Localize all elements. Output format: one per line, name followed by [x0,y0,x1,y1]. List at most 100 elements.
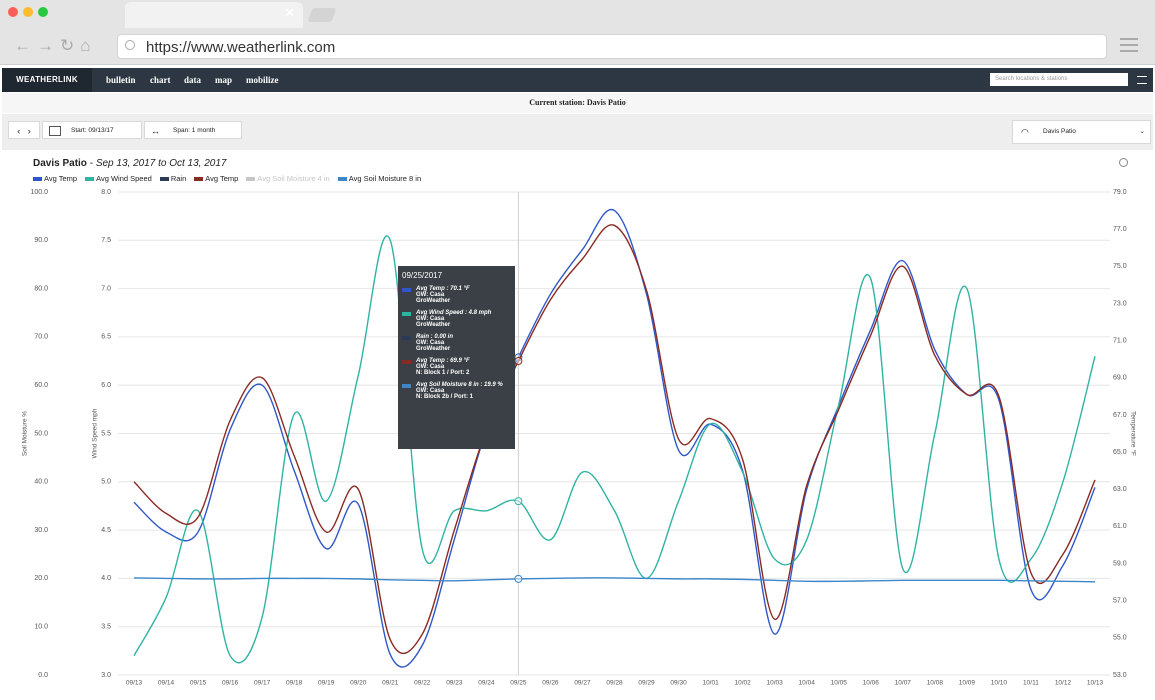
tooltip-swatch [402,360,411,364]
start-picker[interactable]: Start: 09/13/17 [42,121,142,139]
menu-icon[interactable] [1120,38,1138,52]
minimize-button[interactable] [23,7,33,17]
legend-label: Avg Wind Speed [96,174,152,183]
start-label: Start: 09/13/17 [71,127,114,134]
y-tick-label: 57.0 [1113,598,1127,605]
x-tick-label: 09/22 [414,680,431,687]
y-tick-label: 80.0 [34,285,48,292]
wifi-icon: ◠ [1021,127,1029,137]
tooltip-swatch [402,288,411,292]
x-tick-label: 09/16 [222,680,239,687]
tooltip-detail: GW: Casa [416,340,445,346]
y-tick-label: 53.0 [1113,672,1127,679]
y-tick-label: 6.5 [101,334,111,341]
nav-link[interactable]: mobilize [246,75,279,85]
tooltip-text: Avg Temp : 70.1 °F GW: Casa GroWeather [416,286,470,304]
x-tick-label: 09/17 [254,680,271,687]
x-tick-label: 10/11 [1023,680,1039,687]
tooltip-label: Avg Temp : 70.1 °F [416,286,470,292]
y-tick-label: 59.0 [1113,560,1127,567]
x-tick-label: 10/03 [767,680,784,687]
series-line [133,208,1096,668]
legend-swatch [194,177,204,182]
station-label: Davis Patio [1043,128,1076,135]
y-tick-label: 65.0 [1113,449,1127,456]
nav-link[interactable]: chart [150,75,171,85]
y-tick-label: 7.0 [101,285,111,292]
legend: Avg Temp Avg Wind Speed Rain Avg Temp Avg So… [33,174,421,183]
y-tick-label: 7.5 [101,237,111,244]
legend-swatch [85,177,95,182]
tooltip-swatch [402,312,411,316]
controls: ‹ › Start: 09/13/17 Span: 1 month ↔ Davis… [2,114,1153,150]
x-tick-label: 10/13 [1087,680,1104,687]
chart-card [10,151,1145,693]
x-tick-label: 10/08 [927,680,944,687]
tooltip-item: Avg Temp : 70.1 °F GW: Casa GroWeather [402,286,511,304]
legend-item[interactable]: Avg Soil Moisture 8 in [337,174,421,183]
y-tick-label: 0.0 [38,672,48,679]
search-input[interactable]: Search locations & stations [990,73,1128,86]
span-picker[interactable]: Span: 1 month ↔ [144,121,242,139]
legend-label: Avg Temp [44,174,78,183]
y-tick-label: 30.0 [34,527,48,534]
y-tick-label: 63.0 [1113,486,1127,493]
y-tick-label: 60.0 [34,382,48,389]
hover-marker [514,574,523,583]
y-tick-label: 75.0 [1113,263,1127,270]
x-tick-label: 10/01 [702,680,719,687]
y-tick-label: 90.0 [34,237,48,244]
y-tick-label: 61.0 [1113,523,1127,530]
tooltip-label: Rain : 0.00 in [416,334,454,340]
hover-marker [514,497,523,506]
series-line [133,235,1096,664]
series-line [133,224,1096,655]
x-tick-label: 09/23 [446,680,463,687]
station-select[interactable]: Davis Patio ◠ ⌄ [1012,120,1151,144]
x-tick-label: 09/27 [574,680,591,687]
list-icon[interactable] [1137,76,1147,84]
x-tick-label: 09/26 [542,680,559,687]
y-tick-label: 40.0 [34,479,48,486]
x-tick-label: 09/19 [318,680,335,687]
legend-item[interactable]: Avg Temp [194,174,238,183]
x-tick-label: 10/02 [734,680,751,687]
tooltip-detail: GroWeather [416,346,451,352]
close-button[interactable] [8,7,18,17]
legend-item[interactable]: Avg Soil Moisture 4 in [246,174,330,183]
tooltip-item: Avg Temp : 69.9 °F GW: Casa N: Block 1 / P… [402,358,511,376]
nav-link[interactable]: map [215,75,233,85]
browser-tab[interactable]: ✕ [125,2,303,28]
axis-title: Soil Moisture % [22,411,29,456]
series-line [133,577,1096,583]
span-label: Span: 1 month [173,127,216,134]
nav-buttons[interactable]: ←→↻⌂ [14,36,97,55]
y-tick-label: 50.0 [34,430,48,437]
prev-next[interactable]: ‹ › [8,121,40,139]
y-tick-label: 100.0 [30,189,48,196]
tab-close[interactable]: ✕ [284,5,295,20]
calendar-icon [49,126,61,136]
y-tick-label: 69.0 [1113,375,1127,382]
nav-link[interactable]: data [184,75,202,85]
tooltip-label: Avg Soil Moisture 8 in : 19.9 % [416,382,503,388]
zoom-button[interactable] [38,7,48,17]
x-tick-label: 09/25 [510,680,527,687]
legend-item[interactable]: Rain [159,174,186,183]
address-bar[interactable]: https://www.weatherlink.com [117,34,1107,59]
legend-swatch [246,177,256,182]
search-icon [125,40,135,50]
x-tick-label: 10/10 [991,680,1008,687]
settings-icon[interactable] [1119,158,1128,167]
legend-item[interactable]: Avg Wind Speed [85,174,152,183]
x-tick-label: 10/05 [831,680,848,687]
tooltip-item: Avg Wind Speed : 4.8 mph GW: Casa GroWeath… [402,310,511,328]
y-tick-label: 71.0 [1113,337,1127,344]
legend-label: Avg Soil Moisture 4 in [257,174,330,183]
tooltip-detail: GW: Casa [416,388,445,394]
legend-item[interactable]: Avg Temp [33,174,77,183]
axis-title: Temperature °F [1129,411,1137,456]
brand[interactable]: WEATHERLINK [2,68,92,92]
nav-link[interactable]: bulletin [106,75,136,85]
